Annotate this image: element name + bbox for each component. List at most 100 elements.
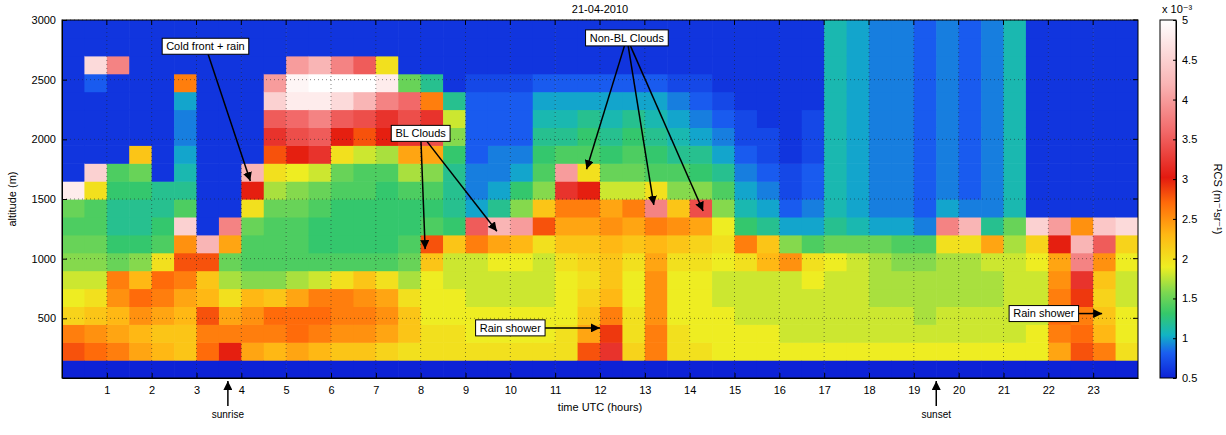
x-axis-tick: 16	[774, 373, 786, 396]
heatmap-cell	[219, 199, 242, 218]
grid	[62, 20, 1138, 378]
heatmap-cell	[555, 110, 578, 129]
heatmap-cell	[1048, 289, 1071, 308]
heatmap-cell	[466, 38, 489, 57]
heatmap-cell	[331, 56, 354, 75]
heatmap-cell	[264, 199, 287, 218]
heatmap-cell	[959, 235, 982, 254]
heatmap-cell	[197, 163, 220, 182]
heatmap-cell	[779, 127, 802, 145]
annotation-label: Cold front + rain	[166, 40, 245, 52]
heatmap-cell	[1116, 38, 1138, 57]
heatmap-cell	[421, 306, 444, 325]
heatmap-cell	[824, 253, 847, 272]
x-axis-tick-mark	[645, 373, 646, 378]
heatmap-cell	[936, 74, 959, 93]
heatmap-cell	[981, 181, 1004, 200]
heatmap-cell	[779, 235, 802, 254]
y-axis-tick-label: 2500	[32, 74, 56, 86]
heatmap-cell	[914, 38, 937, 57]
heatmap-cell	[936, 92, 959, 111]
heatmap-cell	[62, 235, 85, 254]
heatmap-cell	[914, 342, 937, 361]
heatmap-cell	[690, 110, 713, 129]
heatmap-cell	[1004, 38, 1027, 57]
heatmap-cell	[690, 253, 713, 272]
heatmap-cell	[802, 306, 825, 325]
heatmap-cell	[1071, 235, 1094, 254]
heatmap-cell	[331, 145, 354, 164]
heatmap-cell	[1116, 110, 1138, 129]
heatmap-cell	[107, 110, 130, 129]
heatmap-cell	[847, 324, 870, 343]
grid-line-x	[1048, 20, 1049, 378]
heatmap-cell	[914, 110, 937, 129]
heatmap-cell	[622, 110, 645, 129]
heatmap-cell	[1071, 163, 1094, 182]
heatmap-cell	[712, 324, 735, 343]
heatmap-cell	[600, 235, 623, 254]
heatmap-cell	[555, 360, 578, 378]
heatmap-cell	[712, 20, 735, 39]
heatmap-cell	[84, 145, 107, 164]
heatmap-cell	[488, 145, 511, 164]
heatmap-cell	[533, 20, 556, 39]
heatmap-cell	[578, 235, 601, 254]
heatmap-cell	[1116, 253, 1138, 272]
heatmap-cell	[219, 181, 242, 200]
heatmap-cell	[735, 145, 758, 164]
heatmap-cell	[959, 342, 982, 361]
heatmap-cell	[600, 289, 623, 308]
heatmap-cell	[152, 217, 175, 236]
heatmap-cell	[129, 74, 152, 93]
heatmap-cell	[174, 235, 197, 254]
heatmap-cell	[936, 56, 959, 75]
heatmap-cell	[488, 92, 511, 111]
right-tick	[1133, 258, 1138, 259]
heatmap-cell	[84, 235, 107, 254]
heatmap-cell	[421, 74, 444, 93]
heatmap-cell	[578, 181, 601, 200]
heatmap-cell	[219, 163, 242, 182]
top-tick	[510, 20, 511, 25]
heatmap-cell	[757, 360, 780, 378]
heatmap-cell	[241, 217, 264, 236]
heatmap-cell	[129, 20, 152, 39]
x-axis-tick-label: 8	[418, 384, 424, 396]
x-axis-tick-label: 13	[639, 384, 651, 396]
heatmap-cell	[1093, 235, 1116, 254]
heatmap-cell	[488, 127, 511, 145]
heatmap-cell	[533, 289, 556, 308]
heatmap-cell	[533, 253, 556, 272]
x-axis-tick-mark	[510, 373, 511, 378]
heatmap-cell	[309, 110, 332, 129]
heatmap-cell	[847, 253, 870, 272]
heatmap-cell	[197, 92, 220, 111]
right-tick	[1133, 20, 1138, 21]
heatmap-cell	[1093, 360, 1116, 378]
heatmap-cell	[1071, 271, 1094, 290]
heatmap-cell	[1004, 217, 1027, 236]
heatmap-cell	[1116, 271, 1138, 290]
heatmap-cell	[1048, 20, 1071, 39]
colorbar-axis-tick-label: 4	[1182, 94, 1188, 106]
heatmap-cell	[1116, 306, 1138, 325]
heatmap-cell	[1004, 235, 1027, 254]
heatmap-cell	[667, 306, 690, 325]
heatmap-cell	[129, 360, 152, 378]
heatmap-cell	[578, 253, 601, 272]
heatmap-cell	[936, 199, 959, 218]
heatmap-cell	[1026, 20, 1049, 39]
heatmap-cell	[533, 163, 556, 182]
heatmap-cell	[600, 127, 623, 145]
heatmap-cell	[353, 181, 376, 200]
x-axis-tick-label: 3	[194, 384, 200, 396]
heatmap-cell	[84, 110, 107, 129]
heatmap-cell	[667, 289, 690, 308]
grid-line-y	[62, 79, 1138, 80]
heatmap-cell	[981, 324, 1004, 343]
heatmap-cell	[824, 56, 847, 75]
heatmap-cell	[847, 163, 870, 182]
heatmap-cell	[488, 360, 511, 378]
heatmap-cell	[645, 253, 668, 272]
